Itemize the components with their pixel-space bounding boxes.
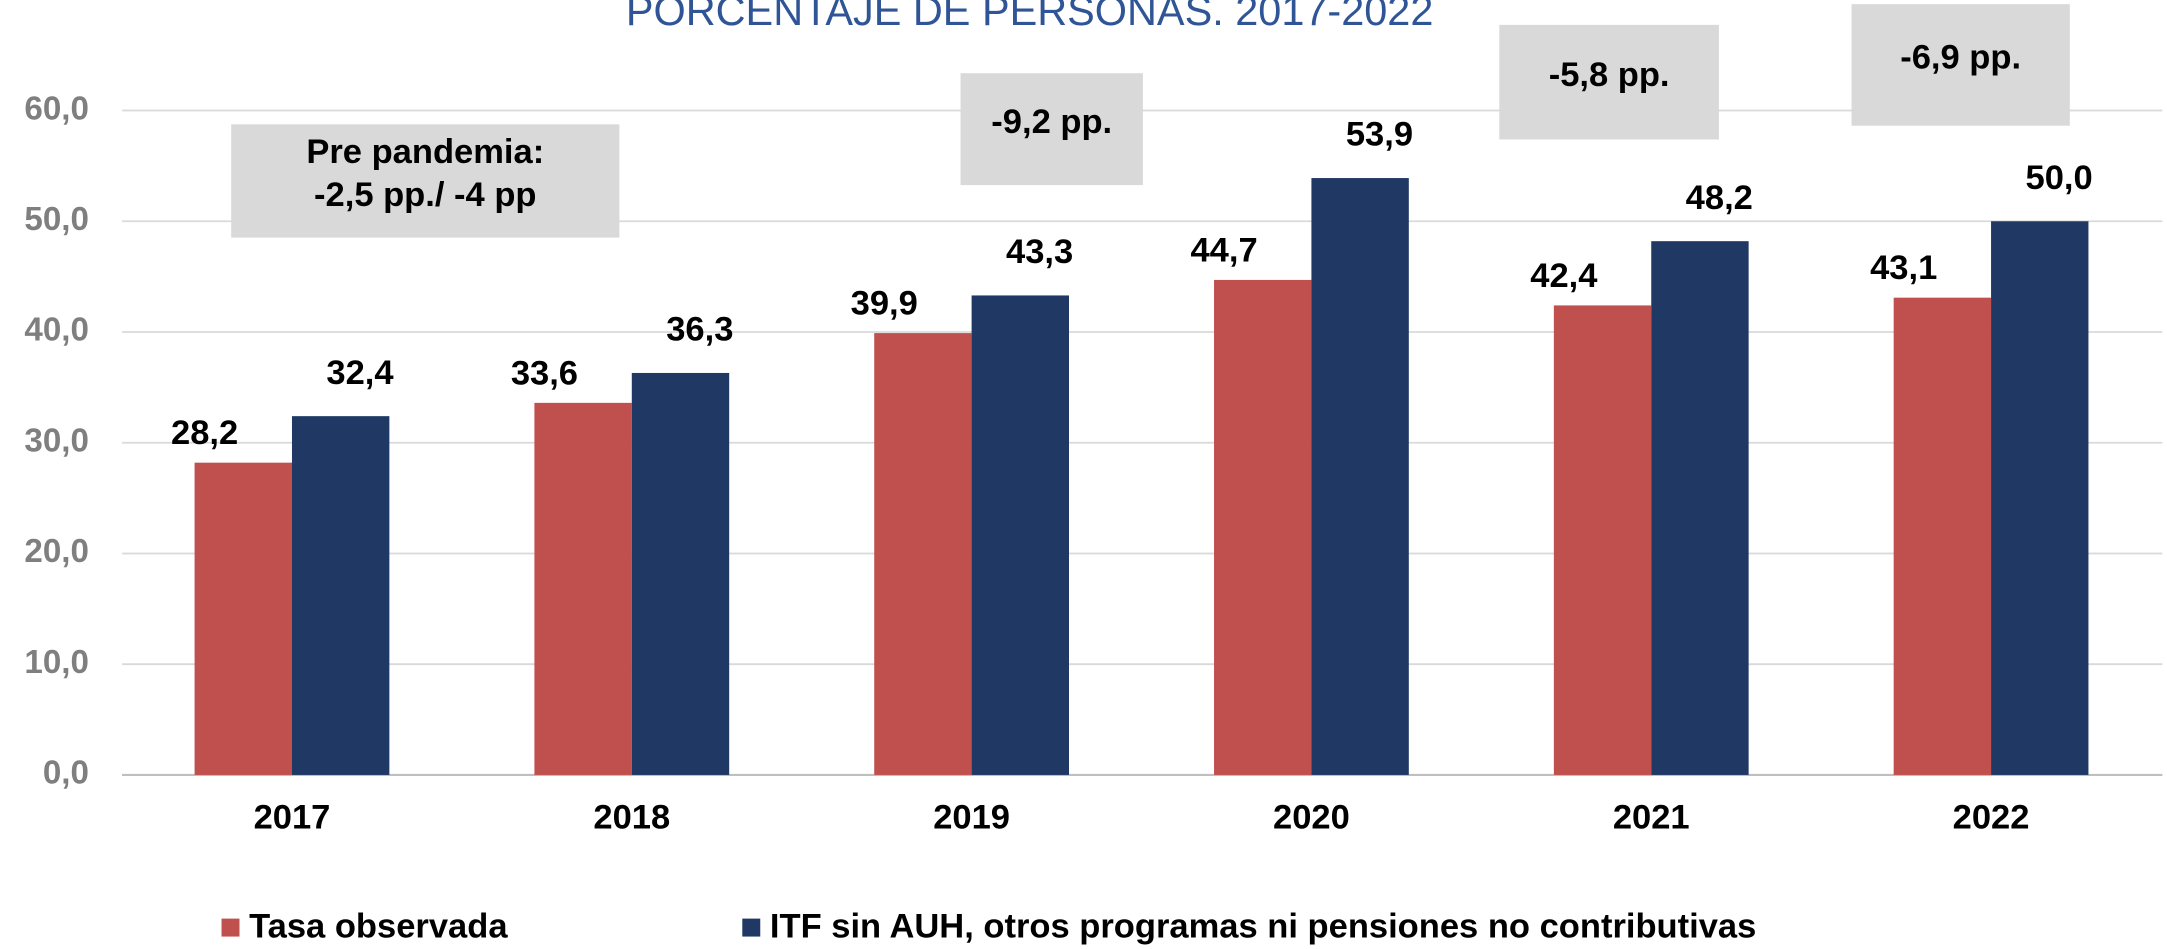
data-label: 39,9 [851, 285, 918, 323]
x-tick-label: 2018 [593, 798, 670, 836]
x-tick-label: 2022 [1953, 798, 2030, 836]
data-label: 48,2 [1686, 179, 1753, 217]
bar [874, 333, 972, 775]
bar [291, 416, 390, 775]
annotation-box [1499, 24, 1719, 140]
data-label: 28,2 [171, 414, 238, 452]
annotation-text: Pre pandemia: [306, 133, 544, 171]
y-tick-label: 50,0 [24, 201, 89, 238]
y-tick-label: 30,0 [24, 422, 89, 459]
bar [1214, 279, 1312, 775]
annotation-box [231, 124, 620, 238]
annotation-text: -2,5 pp./ -4 pp [314, 176, 536, 214]
bar [1553, 305, 1652, 775]
x-tick-label: 2017 [254, 798, 331, 836]
bar [534, 402, 632, 775]
chart-title: PORCENTAJE DE PERSONAS. 2017-2022 [626, 0, 1434, 34]
bar [971, 295, 1069, 775]
bar [631, 372, 730, 775]
annotation-text: -9,2 pp. [991, 103, 1112, 141]
bar [1311, 178, 1409, 775]
legend-swatch [221, 918, 240, 937]
y-tick-label: 0,0 [43, 755, 89, 792]
y-tick-label: 20,0 [24, 533, 89, 570]
x-tick-label: 2021 [1613, 798, 1690, 836]
data-label: 33,6 [511, 354, 578, 392]
x-tick-label: 2019 [933, 798, 1010, 836]
data-label: 42,4 [1530, 257, 1598, 295]
data-label: 32,4 [326, 354, 394, 392]
bar [1651, 241, 1749, 775]
data-label: 53,9 [1346, 116, 1413, 154]
y-tick-label: 10,0 [24, 644, 89, 681]
legend-label: ITF sin AUH, otros programas ni pensione… [770, 907, 1756, 945]
data-label: 36,3 [666, 311, 733, 349]
legend-swatch [742, 918, 761, 937]
data-label: 50,0 [2025, 159, 2092, 197]
legend-label: Tasa observada [249, 907, 508, 945]
bar [1893, 297, 1992, 775]
annotation-box [1851, 4, 2070, 126]
annotation-text: -6,9 pp. [1900, 39, 2021, 77]
data-label: 44,7 [1190, 231, 1257, 269]
bar [194, 462, 292, 775]
annotation-text: -5,8 pp. [1549, 56, 1670, 94]
y-tick-label: 40,0 [24, 312, 89, 349]
data-label: 43,3 [1006, 233, 1073, 271]
y-tick-label: 60,0 [24, 90, 89, 127]
x-tick-label: 2020 [1273, 798, 1350, 836]
bar [1991, 221, 2089, 775]
annotation-box [960, 73, 1143, 186]
data-label: 43,1 [1870, 249, 1937, 287]
